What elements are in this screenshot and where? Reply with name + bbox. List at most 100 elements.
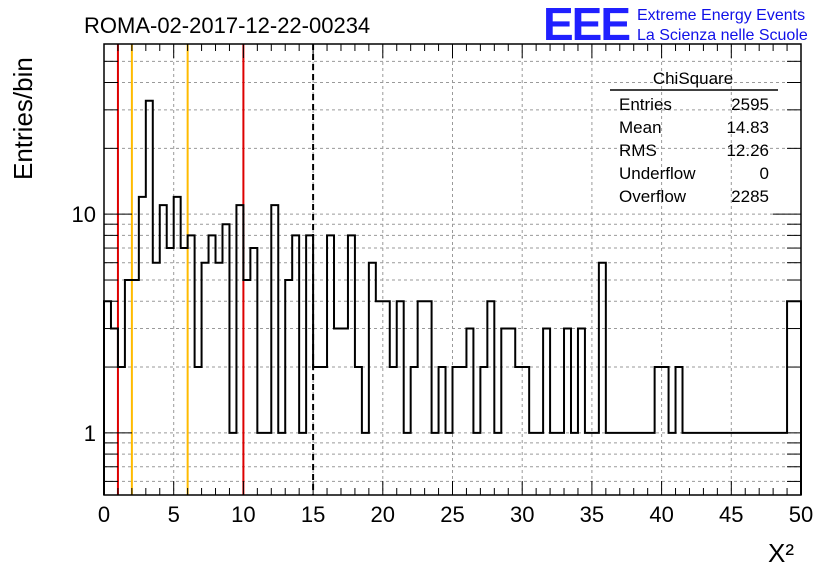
histogram-bin: [139, 197, 146, 495]
histogram-bin: [759, 433, 766, 495]
histogram-bin: [522, 367, 529, 495]
histogram-bin: [146, 101, 153, 495]
x-tick-label: 30: [510, 502, 534, 527]
x-tick-label: 20: [371, 502, 395, 527]
histogram-bin: [446, 433, 453, 495]
histogram-bin: [153, 263, 160, 495]
histogram-bin: [104, 301, 111, 495]
histogram-bin: [160, 205, 167, 495]
histogram-bin: [188, 235, 195, 495]
histogram-bin: [202, 263, 209, 495]
histogram-bin: [696, 433, 703, 495]
histogram-bin: [515, 367, 522, 495]
histogram-bin: [425, 301, 432, 495]
histogram-bin: [473, 433, 480, 495]
histogram-bin: [355, 367, 362, 495]
histogram-bins: [103, 99, 802, 495]
histogram-bin: [780, 433, 787, 495]
histogram-bin: [529, 433, 536, 495]
y-tick-label: 10: [72, 202, 96, 227]
histogram-bin: [299, 433, 306, 495]
histogram-bin: [264, 433, 271, 495]
histogram-bin: [174, 197, 181, 495]
histogram-bin: [313, 367, 320, 495]
histogram-bin: [634, 433, 641, 495]
histogram-bin: [564, 329, 571, 495]
y-tick-label: 1: [84, 421, 96, 446]
logo-line-1: Extreme Energy Events: [637, 7, 805, 24]
histogram-bin: [794, 301, 801, 495]
histogram-bin: [683, 433, 690, 495]
histogram-bin: [411, 367, 418, 495]
histogram-bin: [508, 329, 515, 495]
histogram-bin: [404, 433, 411, 495]
histogram-bin: [459, 367, 466, 495]
x-tick-label: 5: [168, 502, 180, 527]
histogram-bin: [738, 433, 745, 495]
stats-title: ChiSquare: [653, 69, 733, 88]
histogram-bin: [376, 301, 383, 495]
histogram-bin: [745, 433, 752, 495]
histogram-bin: [606, 433, 613, 495]
x-tick-label: 45: [719, 502, 743, 527]
histogram-bin: [195, 367, 202, 495]
histogram-bin: [480, 367, 487, 495]
histogram-bin: [341, 329, 348, 495]
histogram-bin: [132, 280, 139, 495]
histogram-bin: [236, 205, 243, 495]
histogram-bin: [710, 433, 717, 495]
x-tick-label: 50: [789, 502, 813, 527]
histogram-bin: [418, 301, 425, 495]
histogram-bin: [557, 433, 564, 495]
y-axis-title: Entries/bin: [8, 57, 38, 180]
eee-logo: EEE Extreme Energy Events La Scienza nel…: [543, 0, 808, 50]
histogram-bin: [271, 205, 278, 495]
histogram-bin: [209, 235, 216, 495]
histogram-bin: [689, 433, 696, 495]
histogram-bin: [278, 433, 285, 495]
stats-value-rms: 12.26: [726, 141, 769, 160]
x-axis: 0 5 10 15 20 25 30 35 40 45 50: [98, 44, 813, 527]
histogram-bin: [327, 235, 334, 495]
histogram-bin: [592, 433, 599, 495]
histogram-bin: [717, 433, 724, 495]
histogram-bin: [571, 433, 578, 495]
histogram-bin: [787, 301, 794, 495]
histogram-bin: [257, 433, 264, 495]
histogram-bin: [453, 367, 460, 495]
histogram-bin: [662, 367, 669, 495]
histogram-bin: [292, 235, 299, 495]
histogram-bin: [362, 433, 369, 495]
histogram-bin: [334, 329, 341, 495]
histogram-bin: [501, 329, 508, 495]
histogram-bin: [543, 329, 550, 495]
histogram-bin: [655, 367, 662, 495]
histogram-bin: [773, 433, 780, 495]
histogram-bin: [613, 433, 620, 495]
histogram-bin: [181, 248, 188, 495]
x-axis-title: X²: [768, 538, 794, 568]
histogram-bin: [648, 433, 655, 495]
histogram-bin: [578, 329, 585, 495]
histogram-bin: [536, 433, 543, 495]
histogram-outline: [103, 99, 802, 495]
histogram-bin: [167, 248, 174, 495]
histogram-bin: [669, 433, 676, 495]
histogram-bin: [432, 433, 439, 495]
histogram-bin: [243, 280, 250, 495]
histogram-bin: [641, 433, 648, 495]
histogram-bin: [676, 367, 683, 495]
stats-value-mean: 14.83: [726, 118, 769, 137]
stats-label-entries: Entries: [619, 95, 672, 114]
x-tick-label: 25: [440, 502, 464, 527]
histogram-bin: [111, 329, 118, 495]
histogram-bin: [306, 235, 313, 495]
histogram-bin: [585, 433, 592, 495]
x-tick-label: 15: [301, 502, 325, 527]
statistics-box: ChiSquare Entries 2595 Mean 14.83 RMS 12.26 Un…: [610, 69, 778, 206]
histogram-bin: [766, 433, 773, 495]
chart-title: ROMA-02-2017-12-22-00234: [84, 13, 370, 38]
histogram-bin: [599, 263, 606, 495]
